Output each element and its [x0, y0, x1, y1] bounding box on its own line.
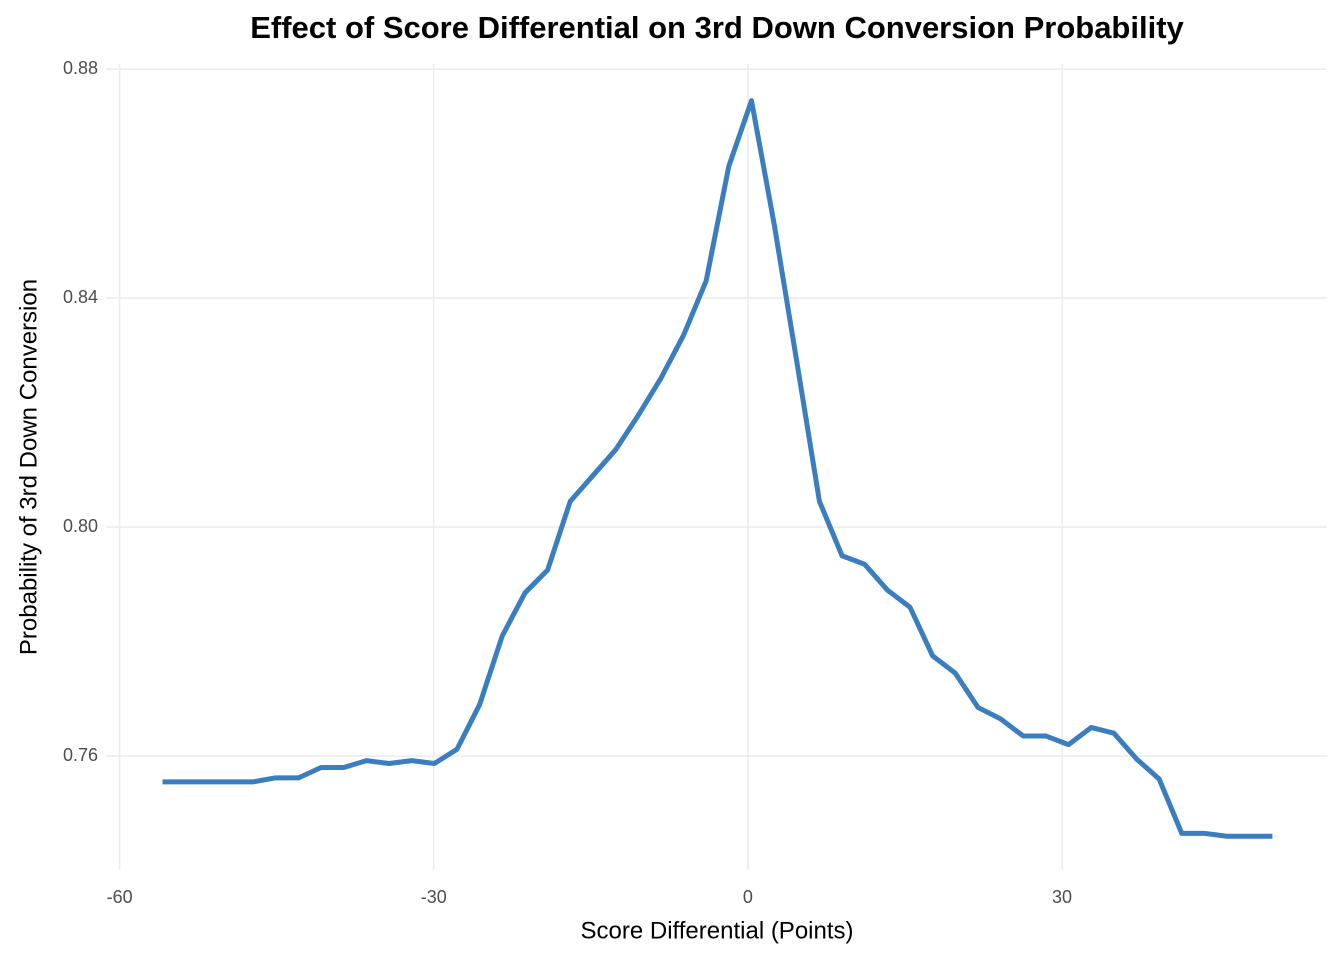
y-tick-label: 0.80 [63, 516, 98, 536]
data-line [162, 98, 1273, 839]
y-tick-label: 0.76 [63, 745, 98, 765]
y-tick-label: 0.84 [63, 287, 98, 307]
x-tick-label: -60 [107, 887, 133, 907]
x-tick-label: 30 [1052, 887, 1072, 907]
y-axis-label: Probability of 3rd Down Conversion [15, 279, 42, 655]
x-axis-label: Score Differential (Points) [581, 917, 854, 944]
x-tick-label: -30 [421, 887, 447, 907]
chart-title: Effect of Score Differential on 3rd Down… [250, 10, 1184, 45]
y-tick-label: 0.88 [63, 58, 98, 78]
x-tick-label: 0 [743, 887, 753, 907]
